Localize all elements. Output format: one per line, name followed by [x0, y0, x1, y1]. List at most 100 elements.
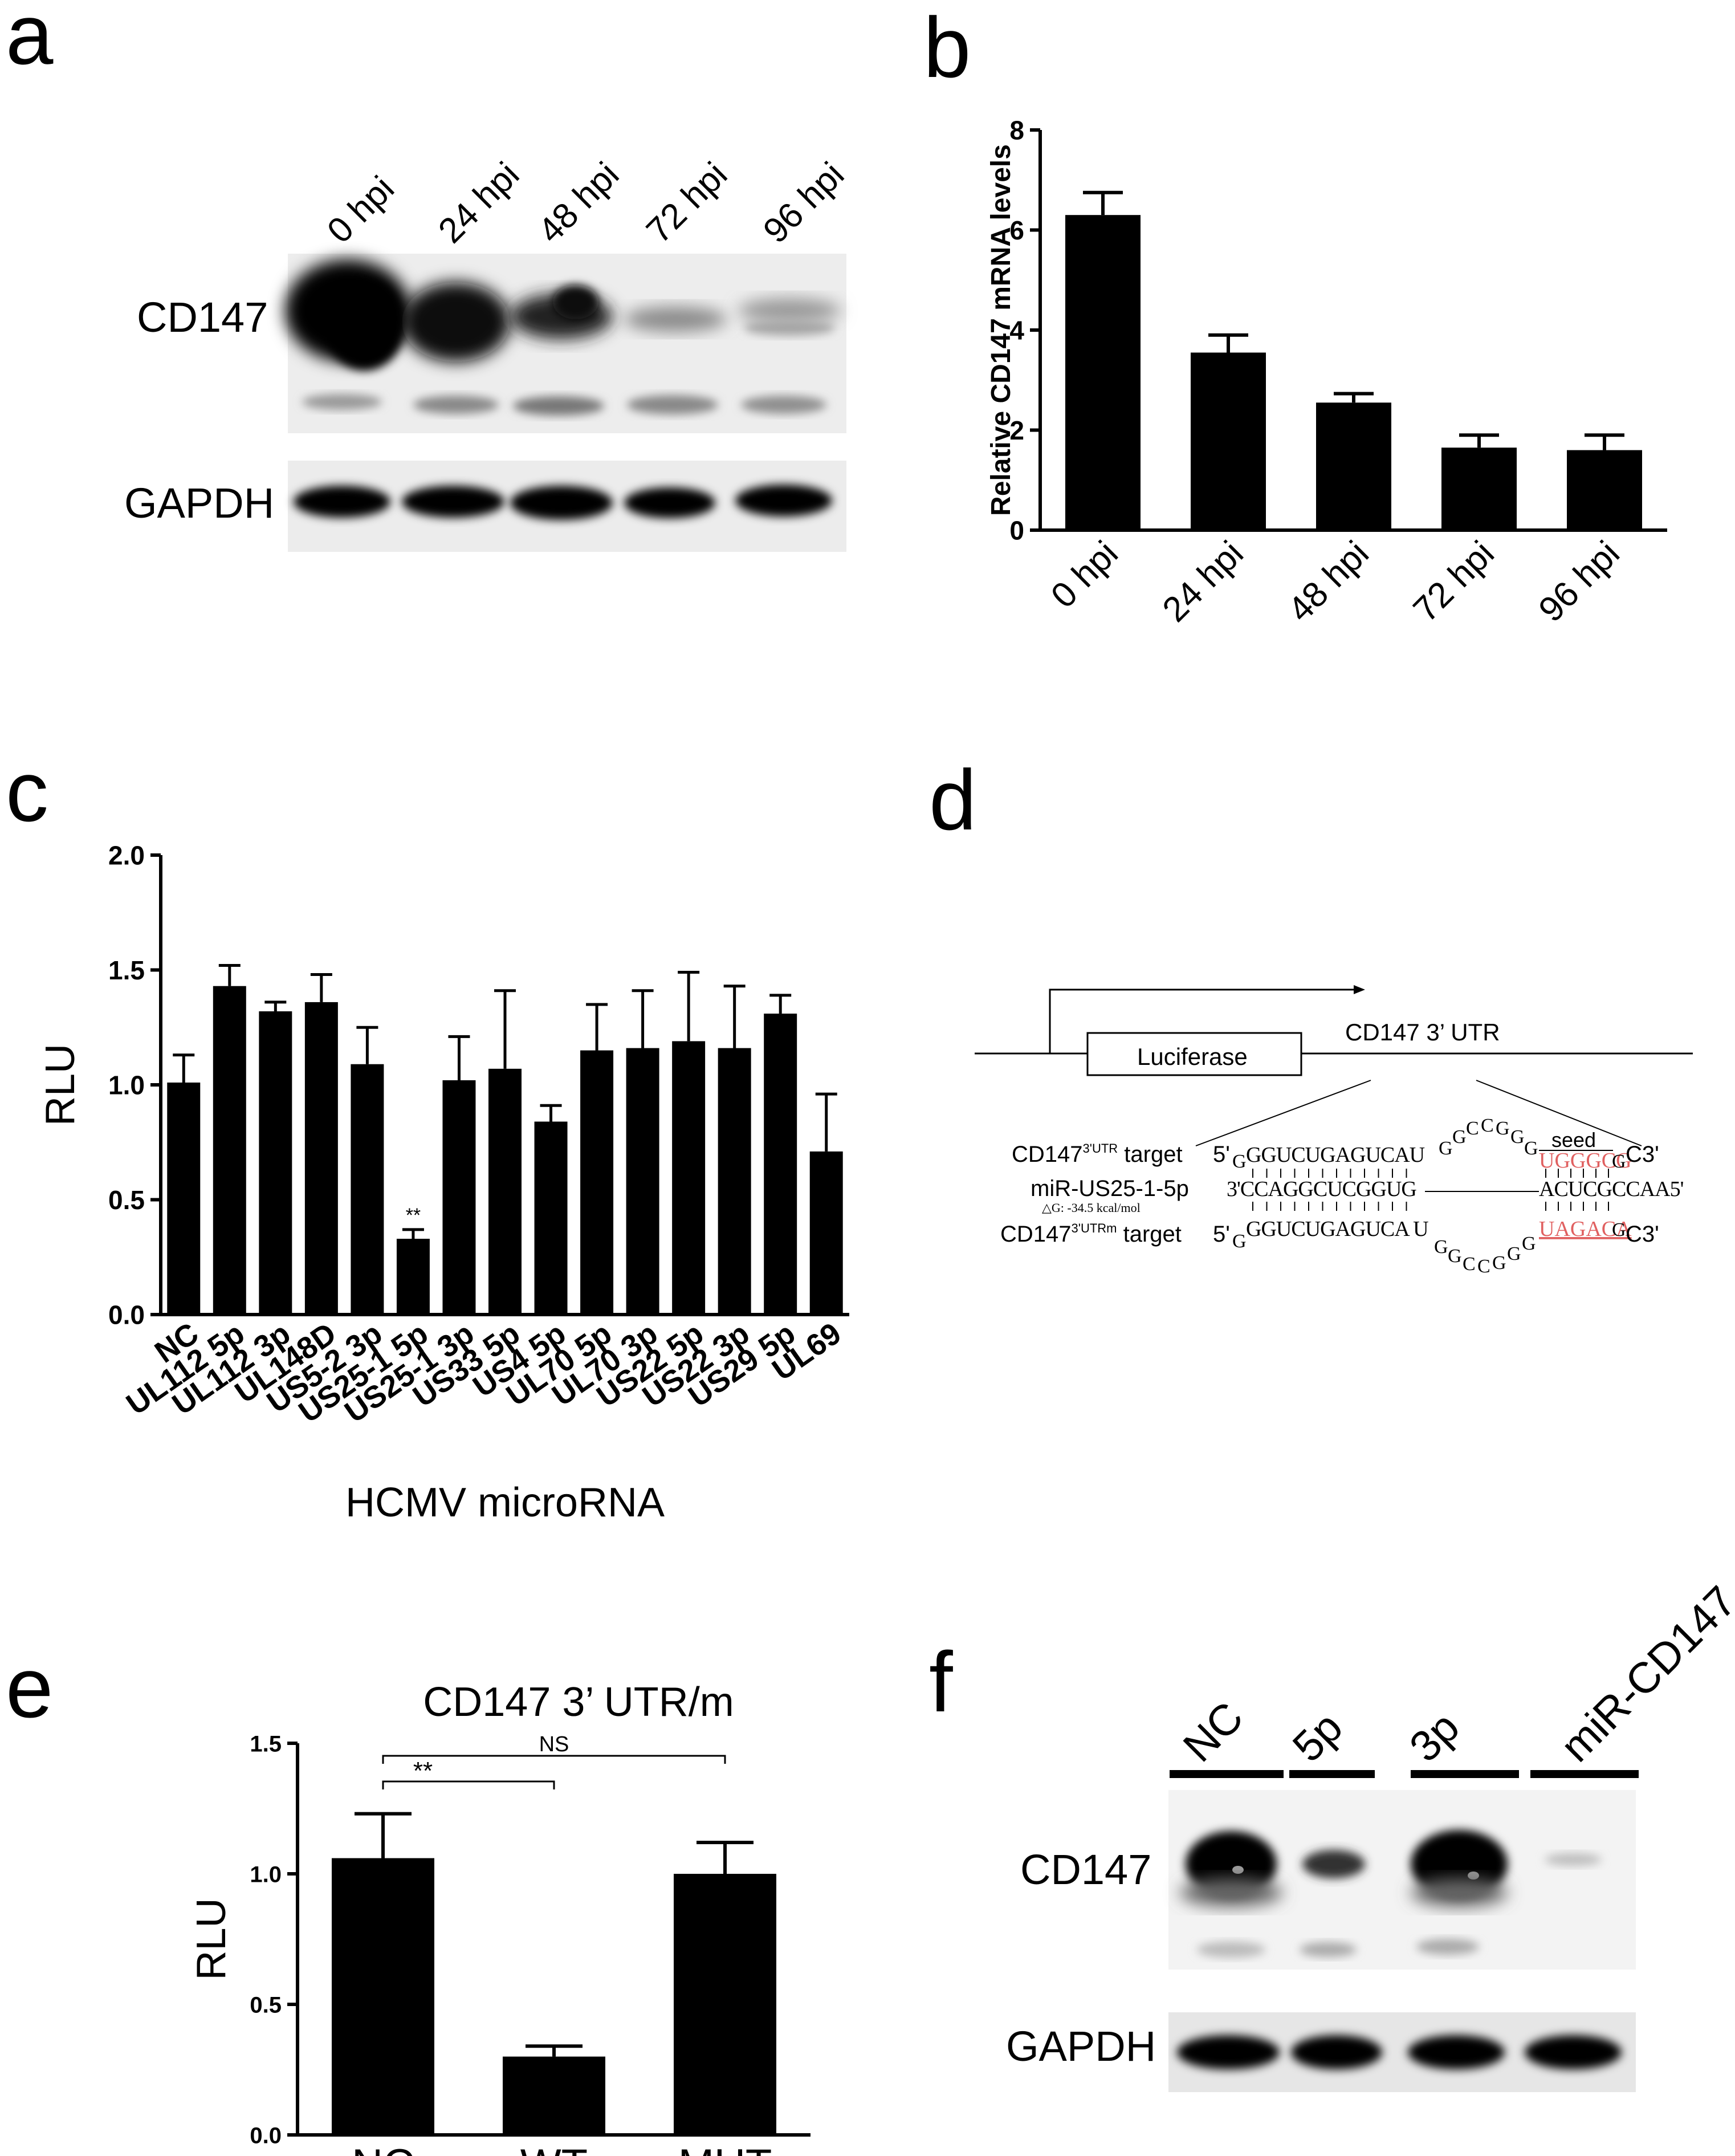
loop-bottom-nt: G: [1522, 1233, 1536, 1254]
x-tick-label: NC: [352, 2141, 414, 2156]
y-tick-label: 2.0: [108, 841, 145, 870]
significance-annotation: **: [406, 1205, 421, 1226]
chart-b: 0 2 4 6 8 0 hpi 24 hpi 48 hpi 72 hpi 96 hpi Relati…: [986, 116, 1667, 629]
y-tick-label: 0.0: [250, 2123, 282, 2148]
panel-a-letter: a: [6, 0, 54, 82]
bar: [304, 1002, 338, 1315]
loop-top-nt: C: [1466, 1118, 1479, 1139]
lane-label: 72 hpi: [639, 155, 735, 251]
loop-top-nt: G: [1452, 1126, 1467, 1148]
loop-bottom-nt: G: [1434, 1236, 1448, 1258]
bar: [764, 1014, 797, 1315]
loop-bottom-nt: G: [1507, 1243, 1521, 1264]
row2-seq-right: ACUCGCCAA5': [1539, 1177, 1684, 1201]
lane-label: 0 hpi: [320, 169, 402, 251]
row1-seed: UGGGCG: [1539, 1149, 1632, 1173]
panel-d: d Luciferase CD147 3’ UTR CD1473'UTR tar…: [929, 752, 1693, 1277]
panel-f-letter: f: [929, 1634, 953, 1730]
row3-label: CD1473'UTRm target: [1000, 1221, 1182, 1247]
bar: [1316, 402, 1391, 530]
western-blot-cd147-f: [1168, 1790, 1636, 1970]
row1-three: C3': [1626, 1142, 1659, 1167]
panel-f-lane-labels: NC 5p 3p miR-CD147: [1174, 1577, 1735, 1771]
bar: [580, 1050, 614, 1315]
bar: [332, 1858, 434, 2135]
bar: [503, 2056, 605, 2135]
y-tick-label: 1.5: [250, 1731, 282, 1756]
lane-label: 96 hpi: [756, 155, 852, 251]
y-tick-label: 2: [1009, 416, 1024, 445]
row1-seq: GGUCUGAGUCAU: [1246, 1143, 1425, 1167]
blot-row-label-gapdh-f: GAPDH: [1006, 2023, 1156, 2070]
binding-site-diagram: CD1473'UTR target 5' G GGUCUGAGUCAU G G …: [1000, 1115, 1684, 1277]
panel-e-letter: e: [6, 1640, 53, 1735]
row3-g-sub: G: [1232, 1231, 1247, 1252]
sig-label-mut: NS: [539, 1732, 569, 1756]
row2-label: miR-US25-1-5p: [1031, 1176, 1189, 1201]
panel-c-letter: c: [6, 743, 48, 839]
delta-g: △G: -34.5 kcal/mol: [1042, 1201, 1141, 1215]
x-tick-label: 0 hpi: [1044, 534, 1126, 616]
row3-three: C3': [1626, 1222, 1659, 1247]
bar: [1191, 352, 1266, 530]
x-axis-label: HCMV microRNA: [345, 1480, 665, 1526]
bar: [259, 1011, 292, 1315]
row1-g-sub: G: [1232, 1151, 1247, 1172]
x-tick-label: 48 hpi: [1281, 534, 1376, 629]
row3-five: 5': [1213, 1222, 1230, 1247]
pairing-ticks-bottom: [1252, 1202, 1609, 1211]
sig-label-wt: **: [413, 1757, 433, 1785]
y-tick-label: 4: [1009, 316, 1024, 345]
seed-label: seed: [1551, 1128, 1596, 1152]
bar: [672, 1041, 706, 1315]
western-blot-gapdh-f: [1168, 2012, 1636, 2092]
x-tick-label: WT: [520, 2141, 588, 2156]
loop-bottom-nt: G: [1448, 1246, 1462, 1267]
panel-a-lane-labels: 0 hpi 24 hpi 48 hpi 72 hpi 96 hpi: [320, 155, 852, 251]
lane-label: 5p: [1284, 1703, 1352, 1771]
y-tick-label: 8: [1009, 116, 1024, 145]
chart-title: CD147 3’ UTR/m: [423, 1679, 734, 1725]
bar: [674, 1874, 776, 2135]
row3-end-g: G: [1612, 1219, 1626, 1240]
loop-top-nt: C: [1481, 1115, 1494, 1136]
panel-f: f NC 5p 3p miR-CD147 CD147 GAPDH: [929, 1577, 1735, 2092]
western-blot-gapdh-a: [288, 461, 846, 552]
chart-e: 0.0 0.5 1.0 1.5 NC WT MUT RLU CD147 3’ UTR/m ** NS: [189, 1679, 811, 2156]
row1-end-g: G: [1612, 1151, 1626, 1172]
blot-row-label-gapdh: GAPDH: [124, 479, 274, 527]
bar: [534, 1121, 568, 1315]
row3-seq: GGUCUGAGUCA U: [1246, 1217, 1428, 1241]
luciferase-box-label: Luciferase: [1137, 1043, 1248, 1070]
row1-five: 5': [1213, 1142, 1230, 1167]
y-tick-label: 6: [1009, 215, 1024, 245]
lane-label: 48 hpi: [531, 155, 626, 251]
y-axis-label: RLU: [38, 1044, 83, 1126]
sig-bracket-wt: [382, 1780, 555, 1789]
bar: [809, 1151, 843, 1315]
bar: [442, 1080, 476, 1315]
bar: [1567, 450, 1642, 530]
y-tick-label: 1.5: [108, 955, 145, 985]
x-tick-label: 96 hpi: [1532, 534, 1627, 629]
loop-top-nt: G: [1496, 1118, 1510, 1139]
y-axis-label: Relative CD147 mRNA levels: [986, 144, 1016, 516]
western-blot-cd147-a: [285, 254, 846, 433]
x-tick-label: MUT: [678, 2141, 772, 2156]
bar: [1441, 448, 1517, 530]
panel-d-letter: d: [929, 752, 976, 848]
bar: [167, 1082, 201, 1315]
y-tick-label: 1.0: [108, 1071, 145, 1100]
loop-top-nt: G: [1510, 1126, 1525, 1148]
x-tick-label: 72 hpi: [1406, 534, 1502, 629]
row3-seed: UAGACA: [1539, 1217, 1632, 1241]
loop-bottom-nt: C: [1463, 1254, 1476, 1275]
pairing-ticks-top: [1252, 1169, 1609, 1178]
bar: [1065, 215, 1141, 530]
panel-e: e 0.0 0.5 1.0 1.5 NC WT MUT RLU CD147 3’ UTR/m **…: [6, 1640, 811, 2156]
blot-row-label-cd147: CD147: [137, 294, 268, 341]
panel-a: a 0 hpi 24 hpi 48 hpi 72 hpi 96 hpi CD14…: [6, 0, 852, 552]
